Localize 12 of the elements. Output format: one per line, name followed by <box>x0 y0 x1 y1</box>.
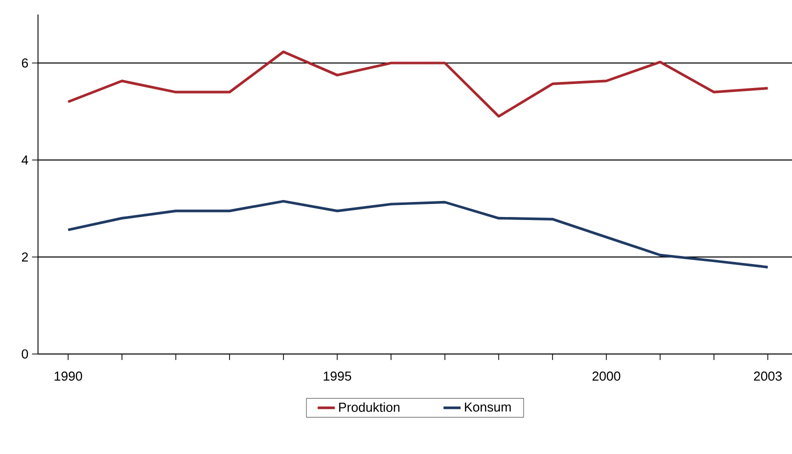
x-tick-label: 1990 <box>54 372 82 381</box>
y-tick-label: 2 <box>22 252 28 262</box>
line-series <box>66 50 770 118</box>
y-tick-label: 4 <box>22 156 28 164</box>
legend-label: Produktion <box>339 402 400 412</box>
line-series <box>66 200 770 268</box>
y-tick-label: 0 <box>22 349 28 359</box>
x-tick-label: 2003 <box>754 372 782 381</box>
x-tick-label: 1995 <box>324 372 352 381</box>
legend-label: Konsum <box>464 402 511 412</box>
x-tick-label: 2000 <box>592 372 620 381</box>
y-tick-label: 6 <box>22 58 28 68</box>
